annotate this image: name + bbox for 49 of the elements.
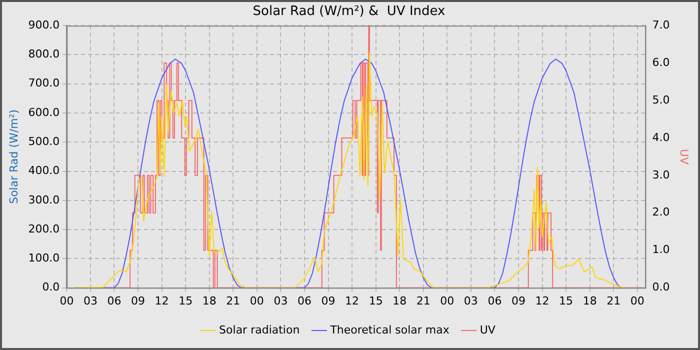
y2-tick-label: 5.0 <box>652 93 670 106</box>
x-tick-label: 09 <box>321 294 336 308</box>
x-tick-label: 18 <box>392 294 407 308</box>
y-tick-label: 200.0 <box>28 222 60 236</box>
x-tick-label: 06 <box>488 294 502 308</box>
y2-tick-label: 1.0 <box>652 243 670 256</box>
y2-tick-label: 2.0 <box>652 206 670 219</box>
chart-title: Solar Rad (W/m²) & UV Index <box>252 4 446 20</box>
x-tick-label: 18 <box>582 294 597 308</box>
y-axis-title: Solar Rad (W/m²) <box>7 109 20 204</box>
x-tick-label: 09 <box>511 294 526 308</box>
x-tick-label: 09 <box>131 294 146 308</box>
legend-label: Solar radiation <box>219 323 300 336</box>
x-tick-label: 12 <box>345 294 360 308</box>
y-tick-label: 300.0 <box>28 193 60 206</box>
y2-tick-label: 6.0 <box>652 56 670 69</box>
y2-tick-label: 7.0 <box>652 18 670 32</box>
x-tick-label: 21 <box>226 294 240 308</box>
legend-label: Theoretical solar max <box>329 323 450 336</box>
y-tick-label: 900.0 <box>28 18 60 32</box>
x-tick-label: 06 <box>297 294 312 308</box>
y2-tick-label: 4.0 <box>652 130 670 144</box>
x-tick-label: 06 <box>107 294 122 308</box>
y-tick-label: 500.0 <box>28 134 60 148</box>
x-tick-label: 21 <box>606 294 621 308</box>
y2-axis-title: UV <box>678 148 691 165</box>
x-tick-label: 00 <box>60 294 74 308</box>
x-tick-label: 15 <box>559 294 574 308</box>
y-tick-label: 100.0 <box>28 252 60 265</box>
x-tick-label: 03 <box>83 294 98 308</box>
legend-label: UV <box>480 323 496 336</box>
x-tick-label: 03 <box>464 294 478 308</box>
x-tick-label: 18 <box>202 294 216 308</box>
y-tick-label: 400.0 <box>28 164 60 178</box>
x-tick-label: 15 <box>178 294 193 308</box>
x-tick-label: 03 <box>274 294 288 308</box>
x-tick-label: 00 <box>630 294 644 308</box>
y2-tick-label: 0.0 <box>652 280 670 294</box>
x-tick-label: 00 <box>250 294 264 308</box>
y-tick-label: 600.0 <box>28 106 60 119</box>
x-tick-label: 15 <box>368 294 383 308</box>
x-tick-label: 21 <box>416 294 430 308</box>
x-tick-label: 00 <box>440 294 454 308</box>
x-tick-label: 12 <box>154 294 169 308</box>
y2-tick-label: 3.0 <box>652 168 670 182</box>
x-tick-label: 12 <box>535 294 550 308</box>
y-tick-label: 800.0 <box>28 48 60 61</box>
y-tick-label: 0.0 <box>42 280 60 294</box>
y-tick-label: 700.0 <box>28 76 60 90</box>
